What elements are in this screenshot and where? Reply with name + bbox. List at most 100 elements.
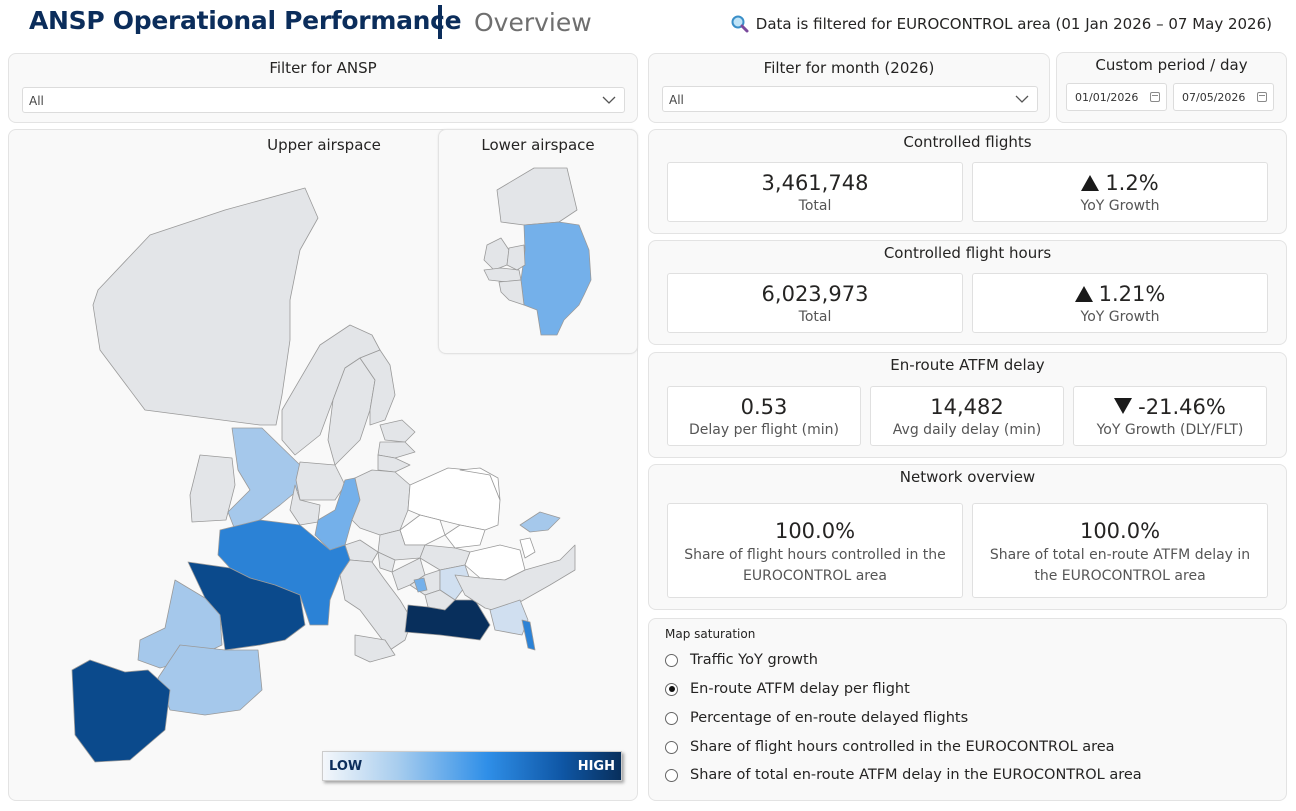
month-filter-title: Filter for month (2026) (763, 59, 935, 77)
saturation-option-hours-share[interactable]: Share of flight hours controlled in the … (665, 739, 1115, 755)
upper-airspace-map[interactable] (0, 0, 640, 811)
magnifier-icon (730, 14, 750, 34)
lower-airspace-map[interactable] (439, 130, 639, 355)
lower-region-west-1[interactable] (483, 237, 510, 271)
chevron-down-icon (602, 96, 616, 104)
delay-growth-label: YoY Growth (DLY/FLT) (1096, 422, 1244, 438)
map-region-italy[interactable] (339, 559, 413, 651)
start-date-input[interactable]: 01/01/2026 (1066, 83, 1167, 111)
controlled-flights-total-card: 3,461,748 Total (667, 162, 963, 222)
month-filter-panel: Filter for month (2026) All (648, 53, 1050, 123)
lower-airspace-title: Lower airspace (481, 136, 595, 154)
avg-daily-delay: 14,482 (930, 395, 1004, 419)
upper-airspace-title: Upper airspace (267, 136, 381, 154)
month-dropdown-value: All (669, 93, 684, 107)
saturation-option-label: En-route ATFM delay per flight (690, 681, 910, 697)
hours-share-card: 100.0% Share of flight hours controlled … (667, 503, 963, 598)
saturation-option-label: Traffic YoY growth (690, 652, 818, 668)
map-region-latvia[interactable] (377, 441, 416, 459)
lower-region-west-4[interactable] (498, 279, 525, 306)
delay-per-flight: 0.53 (740, 395, 788, 419)
flight-hours-total-label: Total (798, 309, 832, 325)
ansp-filter-panel: Filter for ANSP All (8, 53, 638, 123)
custom-period-title: Custom period / day (1095, 56, 1248, 74)
saturation-option-delayed-flights-pct[interactable]: Percentage of en-route delayed flights (665, 710, 968, 726)
radio-button[interactable] (665, 653, 678, 667)
title-divider (438, 5, 442, 39)
map-region-estonia[interactable] (379, 419, 416, 443)
flight-hours-title: Controlled flight hours (883, 244, 1052, 262)
map-region-czechia[interactable] (399, 514, 446, 546)
atfm-delay-title: En-route ATFM delay (890, 356, 1045, 374)
lower-region-main[interactable] (520, 221, 592, 336)
flight-hours-growth-label: YoY Growth (1080, 309, 1160, 325)
flight-hours-total: 6,023,973 (761, 282, 869, 306)
radio-button-selected[interactable] (665, 682, 678, 696)
calendar-icon[interactable] (1150, 92, 1160, 102)
map-region-canarias[interactable] (71, 659, 171, 763)
map-region-spain-south[interactable] (157, 644, 263, 716)
lower-airspace-panel: Lower airspace (438, 129, 638, 354)
flight-hours-growth: 1.21% (1098, 282, 1166, 306)
saturation-option-delay-per-flight[interactable]: En-route ATFM delay per flight (665, 681, 910, 697)
flight-hours-total-card: 6,023,973 Total (667, 273, 963, 333)
chevron-down-icon (1015, 95, 1029, 103)
map-legend: LOW HIGH (322, 751, 622, 781)
map-saturation-title: Map saturation (665, 627, 756, 641)
map-region-lithuania[interactable] (377, 454, 411, 473)
radio-button[interactable] (665, 740, 678, 754)
map-region-ukraine-west[interactable] (459, 467, 501, 501)
map-region-georgia[interactable] (519, 511, 561, 533)
map-region-ireland[interactable] (189, 454, 236, 523)
legend-low-label: LOW (329, 759, 363, 774)
map-region-greece[interactable] (404, 599, 491, 641)
legend-high-label: HIGH (577, 759, 615, 774)
controlled-flights-total: 3,461,748 (761, 171, 869, 195)
page-subtitle: Overview (474, 8, 592, 37)
end-date-value: 07/05/2026 (1182, 91, 1246, 104)
up-arrow-icon (1074, 286, 1093, 302)
filter-note-text: Data is filtered for EUROCONTROL area (0… (755, 15, 1272, 33)
avg-daily-delay-card: 14,482 Avg daily delay (min) (870, 386, 1064, 446)
delay-share: 100.0% (1079, 519, 1161, 543)
end-date-input[interactable]: 07/05/2026 (1173, 83, 1274, 111)
map-region-sicily[interactable] (354, 634, 396, 663)
map-saturation-panel: Map saturation Traffic YoY growth En-rou… (648, 618, 1287, 801)
flight-hours-panel: Controlled flight hours 6,023,973 Total … (648, 240, 1287, 345)
saturation-option-label: Percentage of en-route delayed flights (690, 710, 969, 726)
map-region-israel[interactable] (521, 619, 536, 651)
map-region-moldova[interactable] (519, 537, 536, 559)
flight-hours-growth-card: 1.21% YoY Growth (972, 273, 1268, 333)
delay-per-flight-card: 0.53 Delay per flight (min) (667, 386, 861, 446)
controlled-flights-panel: Controlled flights 3,461,748 Total 1.2% … (648, 129, 1287, 234)
page-title: ANSP Operational Performance (29, 6, 462, 35)
month-dropdown[interactable]: All (662, 86, 1038, 112)
custom-period-panel: Custom period / day 01/01/2026 07/05/202… (1056, 52, 1287, 123)
map-region-denmark[interactable] (295, 461, 346, 501)
radio-button[interactable] (665, 711, 678, 725)
map-region-north-atlantic[interactable] (92, 187, 319, 426)
map-region-slovakia[interactable] (444, 524, 486, 549)
delay-growth: -21.46% (1138, 395, 1226, 419)
start-date-value: 01/01/2026 (1075, 91, 1139, 104)
delay-per-flight-label: Delay per flight (min) (688, 422, 840, 438)
hours-share-label: Share of flight hours controlled in the … (684, 547, 946, 584)
map-region-malta[interactable] (413, 577, 428, 593)
saturation-option-traffic-growth[interactable]: Traffic YoY growth (665, 652, 818, 668)
lower-region-north[interactable] (496, 167, 578, 226)
radio-button[interactable] (665, 768, 678, 782)
hours-share: 100.0% (774, 519, 856, 543)
map-region-germany[interactable] (351, 469, 411, 536)
avg-daily-delay-label: Avg daily delay (min) (892, 422, 1042, 438)
network-overview-panel: Network overview 100.0% Share of flight … (648, 464, 1287, 610)
lower-region-west-3[interactable] (506, 244, 526, 271)
atfm-delay-panel: En-route ATFM delay 0.53 Delay per fligh… (648, 352, 1287, 458)
saturation-option-delay-share[interactable]: Share of total en-route ATFM delay in th… (665, 767, 1142, 783)
calendar-icon[interactable] (1257, 92, 1267, 102)
ansp-dropdown[interactable]: All (22, 87, 625, 113)
lower-region-west-2[interactable] (483, 267, 522, 283)
controlled-flights-growth: 1.2% (1105, 171, 1159, 195)
map-region-finland[interactable] (359, 349, 396, 426)
map-region-turkey[interactable] (454, 544, 576, 613)
delay-share-card: 100.0% Share of total en-route ATFM dela… (972, 503, 1268, 598)
